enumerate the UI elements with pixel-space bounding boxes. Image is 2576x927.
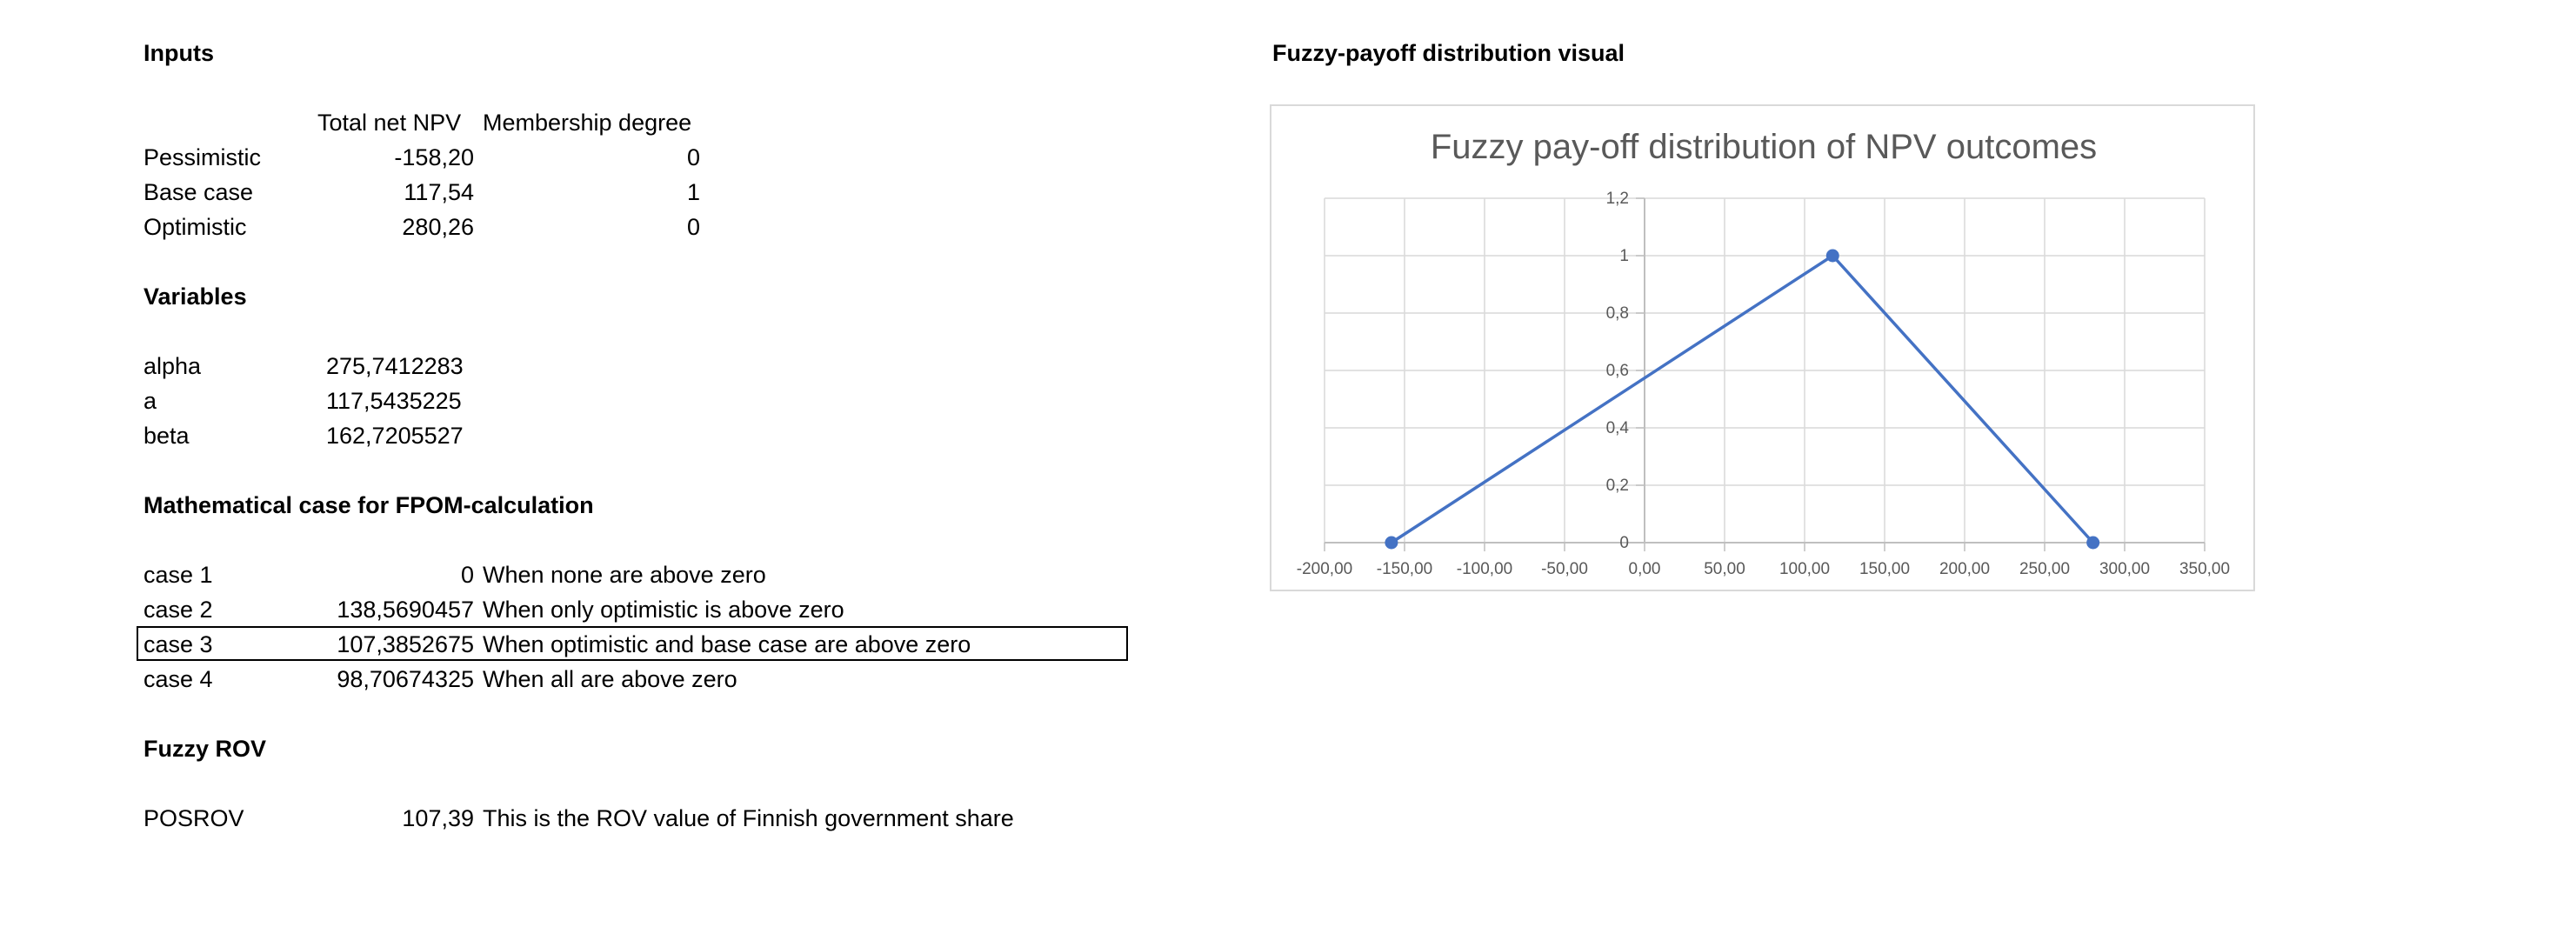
- variable-value: 162,7205527: [326, 423, 464, 449]
- series-line: [1390, 253, 2094, 544]
- x-tick-label: 200,00: [1939, 560, 1990, 578]
- case-value: 138,5690457: [337, 597, 474, 623]
- col-header-total-net-npv: Total net NPV: [317, 110, 462, 136]
- chart-series: [1385, 249, 2100, 550]
- input-row-label: Base case: [143, 179, 254, 205]
- variable-label: a: [143, 388, 157, 414]
- case-label: case 1: [143, 562, 213, 588]
- x-tick-label: -100,00: [1457, 560, 1512, 578]
- case-note: When optimistic and base case are above …: [483, 631, 971, 657]
- variables-heading: Variables: [143, 283, 247, 310]
- x-tick-label: -150,00: [1377, 560, 1432, 578]
- input-row-label: Optimistic: [143, 214, 247, 240]
- chart-title: Fuzzy pay-off distribution of NPV outcom…: [1431, 128, 2097, 166]
- data-point: [2086, 536, 2100, 550]
- selected-case-border[interactable]: [137, 626, 1128, 661]
- variable-value: 275,7412283: [326, 353, 464, 379]
- y-tick-label: 0,2: [1606, 477, 1629, 495]
- x-tick-label: 350,00: [2179, 560, 2230, 578]
- case-note: When all are above zero: [483, 666, 737, 692]
- y-tick-label: 0: [1619, 534, 1629, 552]
- x-tick-label: -200,00: [1297, 560, 1352, 578]
- input-row-npv: 280,26: [402, 214, 474, 240]
- y-tick-labels: 0 0,2 0,4 0,6 0,8 1 1,2: [1606, 190, 1630, 552]
- input-row-npv: -158,20: [394, 144, 474, 170]
- fuzzy-rov-heading: Fuzzy ROV: [143, 736, 267, 762]
- col-header-membership-degree: Membership degree: [483, 110, 692, 136]
- x-tick-label: 0,00: [1629, 560, 1661, 578]
- case-label: case 2: [143, 597, 213, 623]
- data-point: [1825, 249, 1839, 263]
- case-label: case 3: [143, 631, 213, 657]
- case-note: When none are above zero: [483, 562, 766, 588]
- case-label: case 4: [143, 666, 213, 692]
- data-point: [1385, 536, 1398, 550]
- input-row-label: Pessimistic: [143, 144, 262, 170]
- chart-canvas: Fuzzy pay-off distribution of NPV outcom…: [1297, 128, 2230, 578]
- case-value: 98,70674325: [337, 666, 474, 692]
- math-heading: Mathematical case for FPOM-calculation: [143, 492, 594, 518]
- inputs-heading: Inputs: [143, 40, 214, 66]
- variable-label: beta: [143, 423, 190, 449]
- case-note: When only optimistic is above zero: [483, 597, 844, 623]
- y-tick-label: 0,6: [1606, 362, 1629, 380]
- input-row-membership: 1: [686, 179, 700, 205]
- y-tick-label: 1,2: [1606, 190, 1629, 208]
- input-row-membership: 0: [686, 144, 700, 170]
- x-tick-label: -50,00: [1541, 560, 1588, 578]
- y-tick-label: 0,4: [1606, 419, 1630, 437]
- y-tick-label: 0,8: [1606, 304, 1629, 323]
- fuzzy-payoff-chart[interactable]: Fuzzy pay-off distribution of NPV outcom…: [1270, 104, 2255, 591]
- variable-value: 117,5435225: [326, 388, 462, 414]
- x-tick-label: 100,00: [1779, 560, 1830, 578]
- visual-heading: Fuzzy-payoff distribution visual: [1272, 40, 1625, 66]
- case-value: 0: [460, 562, 474, 588]
- case-value: 107,3852675: [337, 631, 474, 657]
- x-tick-label: 50,00: [1704, 560, 1745, 578]
- variable-label: alpha: [143, 353, 202, 379]
- x-tick-label: 250,00: [2019, 560, 2070, 578]
- chart-grid: [1324, 197, 2206, 543]
- input-row-npv: 117,54: [404, 179, 474, 205]
- posrov-label: POSROV: [143, 805, 244, 831]
- posrov-value: 107,39: [402, 805, 474, 831]
- y-tick-label: 1: [1619, 247, 1629, 265]
- posrov-note: This is the ROV value of Finnish governm…: [483, 805, 1014, 831]
- x-tick-label: 300,00: [2099, 560, 2150, 578]
- input-row-membership: 0: [686, 214, 700, 240]
- chart-axes: [1324, 197, 2206, 551]
- x-tick-label: 150,00: [1859, 560, 1910, 578]
- x-tick-labels: -200,00 -150,00 -100,00 -50,00 0,00 50,00 100,…: [1297, 560, 2230, 578]
